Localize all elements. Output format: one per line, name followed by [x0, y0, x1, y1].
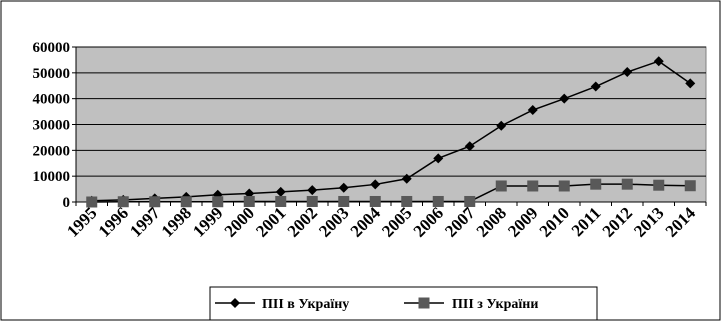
data-point-diamond [496, 120, 507, 131]
data-point-diamond [653, 56, 664, 67]
data-point-square [432, 195, 444, 207]
data-point-square [306, 195, 318, 207]
data-point-diamond [464, 141, 475, 152]
data-point-square [212, 196, 224, 208]
data-point-square [558, 180, 570, 192]
legend-label-series-1: ПІІ в Україну [262, 297, 349, 312]
data-point-diamond [370, 179, 381, 190]
square-marker-icon [418, 297, 430, 309]
data-point-square [86, 196, 98, 208]
legend-box [209, 286, 598, 321]
data-point-diamond [338, 182, 349, 193]
series-layer [86, 56, 696, 208]
y-tick-label: 20000 [33, 143, 71, 159]
data-point-square [527, 180, 539, 192]
series-2 [86, 178, 696, 208]
data-point-square [401, 195, 413, 207]
legend: ПІІ в Україну ПІІ з України [209, 286, 598, 321]
data-point-diamond [307, 185, 318, 196]
data-point-diamond [275, 186, 286, 197]
y-tick-label: 10000 [33, 169, 71, 185]
data-point-diamond [590, 81, 601, 92]
data-point-diamond [244, 188, 255, 199]
y-tick-label: 0 [63, 195, 71, 211]
data-point-square [495, 180, 507, 192]
y-tick-label: 60000 [33, 40, 71, 56]
data-point-square [621, 178, 633, 190]
y-tick-label: 40000 [33, 92, 71, 108]
data-point-square [684, 180, 696, 192]
legend-item-series-1: ПІІ в Україну [215, 297, 349, 312]
data-point-square [149, 196, 161, 208]
data-point-square [653, 179, 665, 191]
y-axis: 0 10000 20000 30000 40000 50000 60000 [33, 40, 77, 211]
data-point-square [369, 195, 381, 207]
y-tick-label: 30000 [33, 118, 71, 134]
data-point-square [464, 195, 476, 207]
legend-label-series-2: ПІІ з України [452, 297, 538, 312]
data-point-square [117, 196, 129, 208]
data-point-square [590, 178, 602, 190]
data-point-square [338, 195, 350, 207]
gridlines [76, 46, 706, 203]
legend-item-series-2: ПІІ з України [404, 297, 538, 312]
data-point-diamond [685, 78, 696, 89]
data-point-diamond [433, 153, 444, 164]
y-tick-label: 50000 [33, 66, 71, 82]
data-point-square [180, 196, 192, 208]
data-point-square [275, 195, 287, 207]
data-point-diamond [401, 173, 412, 184]
data-point-square [243, 195, 255, 207]
diamond-marker-icon [230, 298, 240, 308]
data-point-diamond [622, 67, 633, 78]
data-point-diamond [527, 105, 538, 116]
data-point-diamond [559, 93, 570, 104]
